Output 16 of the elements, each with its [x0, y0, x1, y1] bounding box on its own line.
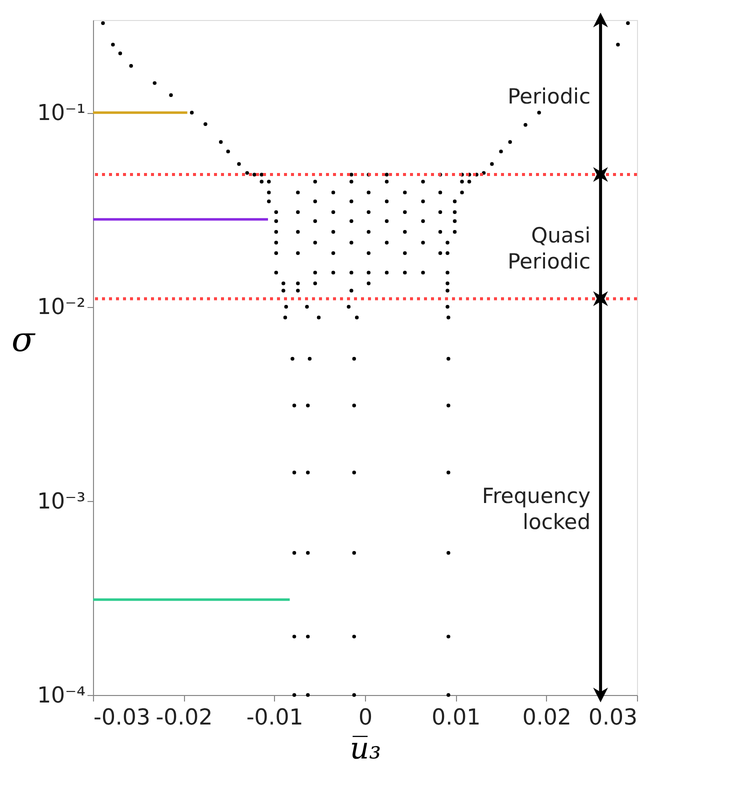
x-tick-label: -0.02	[156, 706, 213, 730]
y-tick-label: 10⁻³	[37, 489, 86, 514]
x-tick-label: -0.01	[246, 706, 304, 730]
y-tick-label: 10⁻¹	[37, 101, 86, 126]
x-tick-label: 0.01	[432, 706, 481, 730]
x-tick-label: 0	[358, 706, 372, 730]
annotation: Quasi Periodic	[508, 224, 591, 274]
y-axis-title: σ	[11, 320, 36, 360]
x-tick-label: 0.03	[588, 706, 638, 730]
y-tick-label: 10⁻²	[37, 295, 86, 320]
annotation: Periodic	[508, 84, 591, 108]
annotation: Frequency locked	[482, 484, 591, 534]
x-tick-label: 0.02	[522, 706, 572, 730]
x-axis-title: u̅₃	[350, 732, 382, 766]
y-tick-label: 10⁻⁴	[37, 684, 86, 708]
x-tick-label: -0.03	[94, 706, 150, 730]
